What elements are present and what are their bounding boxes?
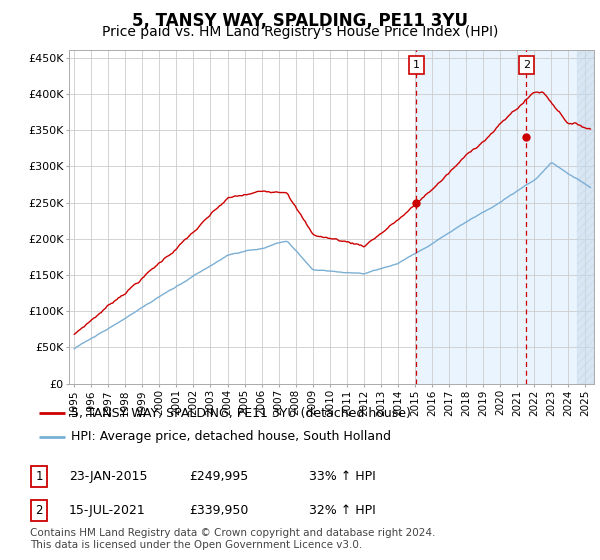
Text: 15-JUL-2021: 15-JUL-2021 bbox=[69, 504, 146, 517]
Bar bbox=[577, 50, 594, 384]
Text: 5, TANSY WAY, SPALDING, PE11 3YU: 5, TANSY WAY, SPALDING, PE11 3YU bbox=[132, 12, 468, 30]
Text: 2: 2 bbox=[523, 60, 530, 70]
Text: 2: 2 bbox=[35, 504, 43, 517]
Text: £249,995: £249,995 bbox=[189, 470, 248, 483]
Text: Price paid vs. HM Land Registry's House Price Index (HPI): Price paid vs. HM Land Registry's House … bbox=[102, 25, 498, 39]
Text: 1: 1 bbox=[413, 60, 420, 70]
Text: 5, TANSY WAY, SPALDING, PE11 3YU (detached house): 5, TANSY WAY, SPALDING, PE11 3YU (detach… bbox=[71, 407, 411, 419]
Text: 1: 1 bbox=[35, 470, 43, 483]
Text: 32% ↑ HPI: 32% ↑ HPI bbox=[309, 504, 376, 517]
Bar bbox=[416, 50, 594, 384]
Text: £339,950: £339,950 bbox=[189, 504, 248, 517]
Text: 33% ↑ HPI: 33% ↑ HPI bbox=[309, 470, 376, 483]
Text: Contains HM Land Registry data © Crown copyright and database right 2024.
This d: Contains HM Land Registry data © Crown c… bbox=[30, 528, 436, 550]
Text: HPI: Average price, detached house, South Holland: HPI: Average price, detached house, Sout… bbox=[71, 431, 391, 444]
Text: 23-JAN-2015: 23-JAN-2015 bbox=[69, 470, 148, 483]
